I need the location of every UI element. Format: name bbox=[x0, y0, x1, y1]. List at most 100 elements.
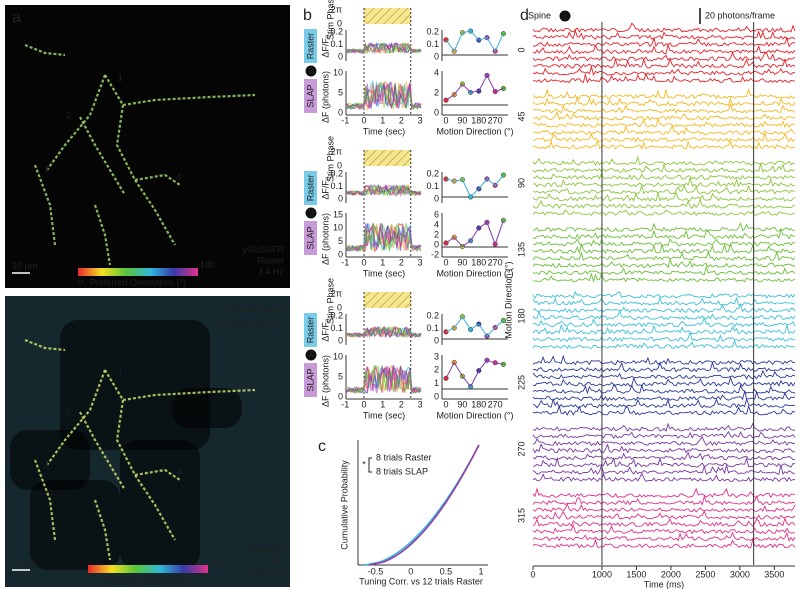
dendrite bbox=[93, 499, 112, 561]
info-text: Raster bbox=[257, 255, 284, 265]
response-trace bbox=[532, 155, 796, 166]
x-tick-label: 1000 bbox=[592, 569, 612, 579]
response-trace bbox=[532, 472, 796, 483]
response-trace bbox=[532, 309, 796, 321]
response-trace bbox=[532, 228, 796, 240]
response-trace bbox=[532, 22, 796, 33]
info-text: 3.4 Hz bbox=[258, 266, 285, 276]
x-tick-label: 3 bbox=[418, 257, 423, 267]
panel-label: c bbox=[318, 438, 326, 455]
panel-label: b bbox=[303, 7, 312, 24]
response-trace bbox=[532, 361, 796, 373]
response-trace bbox=[532, 36, 796, 48]
response-trace bbox=[532, 209, 796, 216]
response-trace bbox=[532, 375, 796, 387]
response-trace bbox=[532, 102, 796, 114]
spine-label: 4 bbox=[176, 172, 181, 182]
response-trace bbox=[532, 303, 796, 313]
stim-stripe bbox=[364, 150, 411, 166]
response-trace bbox=[532, 57, 796, 69]
y-tick-label: 5 bbox=[338, 371, 343, 381]
response-trace bbox=[532, 139, 796, 150]
response-trace bbox=[532, 503, 796, 513]
y-tick-label: 10 bbox=[333, 351, 343, 361]
dendrite bbox=[93, 204, 112, 266]
response-trace bbox=[532, 523, 796, 535]
response-trace bbox=[532, 191, 796, 202]
x-tick-label: 1 bbox=[478, 566, 483, 576]
x-tick-label: 180 bbox=[471, 399, 486, 409]
y-tick-label: 0.1 bbox=[330, 39, 343, 49]
tuning-line bbox=[445, 74, 504, 101]
colorbar-min: 0 bbox=[78, 276, 83, 286]
dendrite bbox=[46, 74, 107, 171]
x-tick-label: 1500 bbox=[626, 569, 646, 579]
x-axis-label: Time (sec) bbox=[363, 268, 405, 278]
response-trace bbox=[532, 494, 796, 506]
tuning-point bbox=[500, 85, 506, 92]
y-tick-label: 0.2 bbox=[426, 26, 439, 36]
tuning-line bbox=[445, 30, 504, 53]
y-tick-label: 0.2 bbox=[426, 168, 439, 178]
response-trace bbox=[532, 389, 796, 402]
response-trace bbox=[532, 538, 796, 549]
y-tick-label: 0.1 bbox=[426, 323, 439, 333]
dendrite bbox=[79, 411, 126, 491]
x-tick-label: 2500 bbox=[695, 569, 715, 579]
slap-label: SLAP bbox=[305, 84, 315, 107]
raster-trace bbox=[346, 325, 422, 338]
raster-label: Raster bbox=[305, 175, 315, 202]
y-tick-label: 4 bbox=[434, 67, 439, 77]
response-trace bbox=[532, 430, 796, 439]
y-tick-label: 270 bbox=[516, 441, 526, 456]
x-tick-label: 1 bbox=[380, 399, 385, 409]
phase-bottom: 0 bbox=[337, 160, 342, 170]
response-trace bbox=[532, 323, 796, 335]
info-text: SLAP bbox=[261, 555, 284, 565]
legend-slap: 8 trials SLAP bbox=[376, 466, 428, 476]
colorbar-max: 180 bbox=[200, 259, 215, 269]
y-tick-label: 10 bbox=[333, 67, 343, 77]
y-tick-label: 0 bbox=[516, 47, 526, 52]
slap-box bbox=[304, 79, 317, 113]
response-trace bbox=[532, 111, 796, 121]
info-text: 1016 Hz bbox=[250, 566, 284, 576]
x-tick-label: 270 bbox=[488, 257, 503, 267]
y-tick-label: 45 bbox=[516, 111, 526, 121]
slap-ylabel: ΔF (photons) bbox=[320, 213, 330, 265]
slap-trace bbox=[346, 364, 422, 395]
y-tick-label: 0 bbox=[338, 51, 343, 61]
response-trace bbox=[532, 383, 796, 395]
raster-label: Raster bbox=[305, 317, 315, 344]
response-trace bbox=[532, 290, 796, 299]
raster-box bbox=[304, 313, 317, 347]
dendrite bbox=[24, 338, 66, 352]
spine-number: 1 bbox=[562, 10, 567, 20]
x-tick-label: 180 bbox=[471, 257, 486, 267]
dendrite bbox=[33, 164, 57, 246]
tuning-line bbox=[445, 174, 504, 198]
response-trace bbox=[532, 64, 796, 76]
scale-bar-label: 10 µm bbox=[12, 260, 37, 270]
stim-phase-label: Stim Phase bbox=[325, 278, 335, 324]
y-tick-label: 5 bbox=[338, 87, 343, 97]
x-tick-label: -0.5 bbox=[368, 566, 384, 576]
raster-ylabel: ΔF/F₀ bbox=[320, 318, 330, 342]
raster-trace bbox=[346, 42, 422, 54]
response-trace bbox=[532, 72, 796, 84]
y-tick-label: 2 bbox=[434, 229, 439, 239]
raster-trace bbox=[346, 326, 422, 338]
x-tick-label: 0 bbox=[361, 115, 366, 125]
info-text: yGluSnFR bbox=[242, 244, 284, 254]
colorbar bbox=[78, 268, 198, 276]
colorbar bbox=[88, 565, 208, 573]
spine-badge bbox=[305, 349, 317, 361]
y-tick-label: 135 bbox=[516, 242, 526, 257]
response-trace bbox=[532, 177, 796, 188]
x-tick-label: 0 bbox=[361, 399, 366, 409]
y-tick-label: 0 bbox=[338, 193, 343, 203]
x-tick-label: 1 bbox=[380, 115, 385, 125]
spine-label: Spine bbox=[528, 10, 551, 20]
spine-badge bbox=[305, 207, 317, 219]
